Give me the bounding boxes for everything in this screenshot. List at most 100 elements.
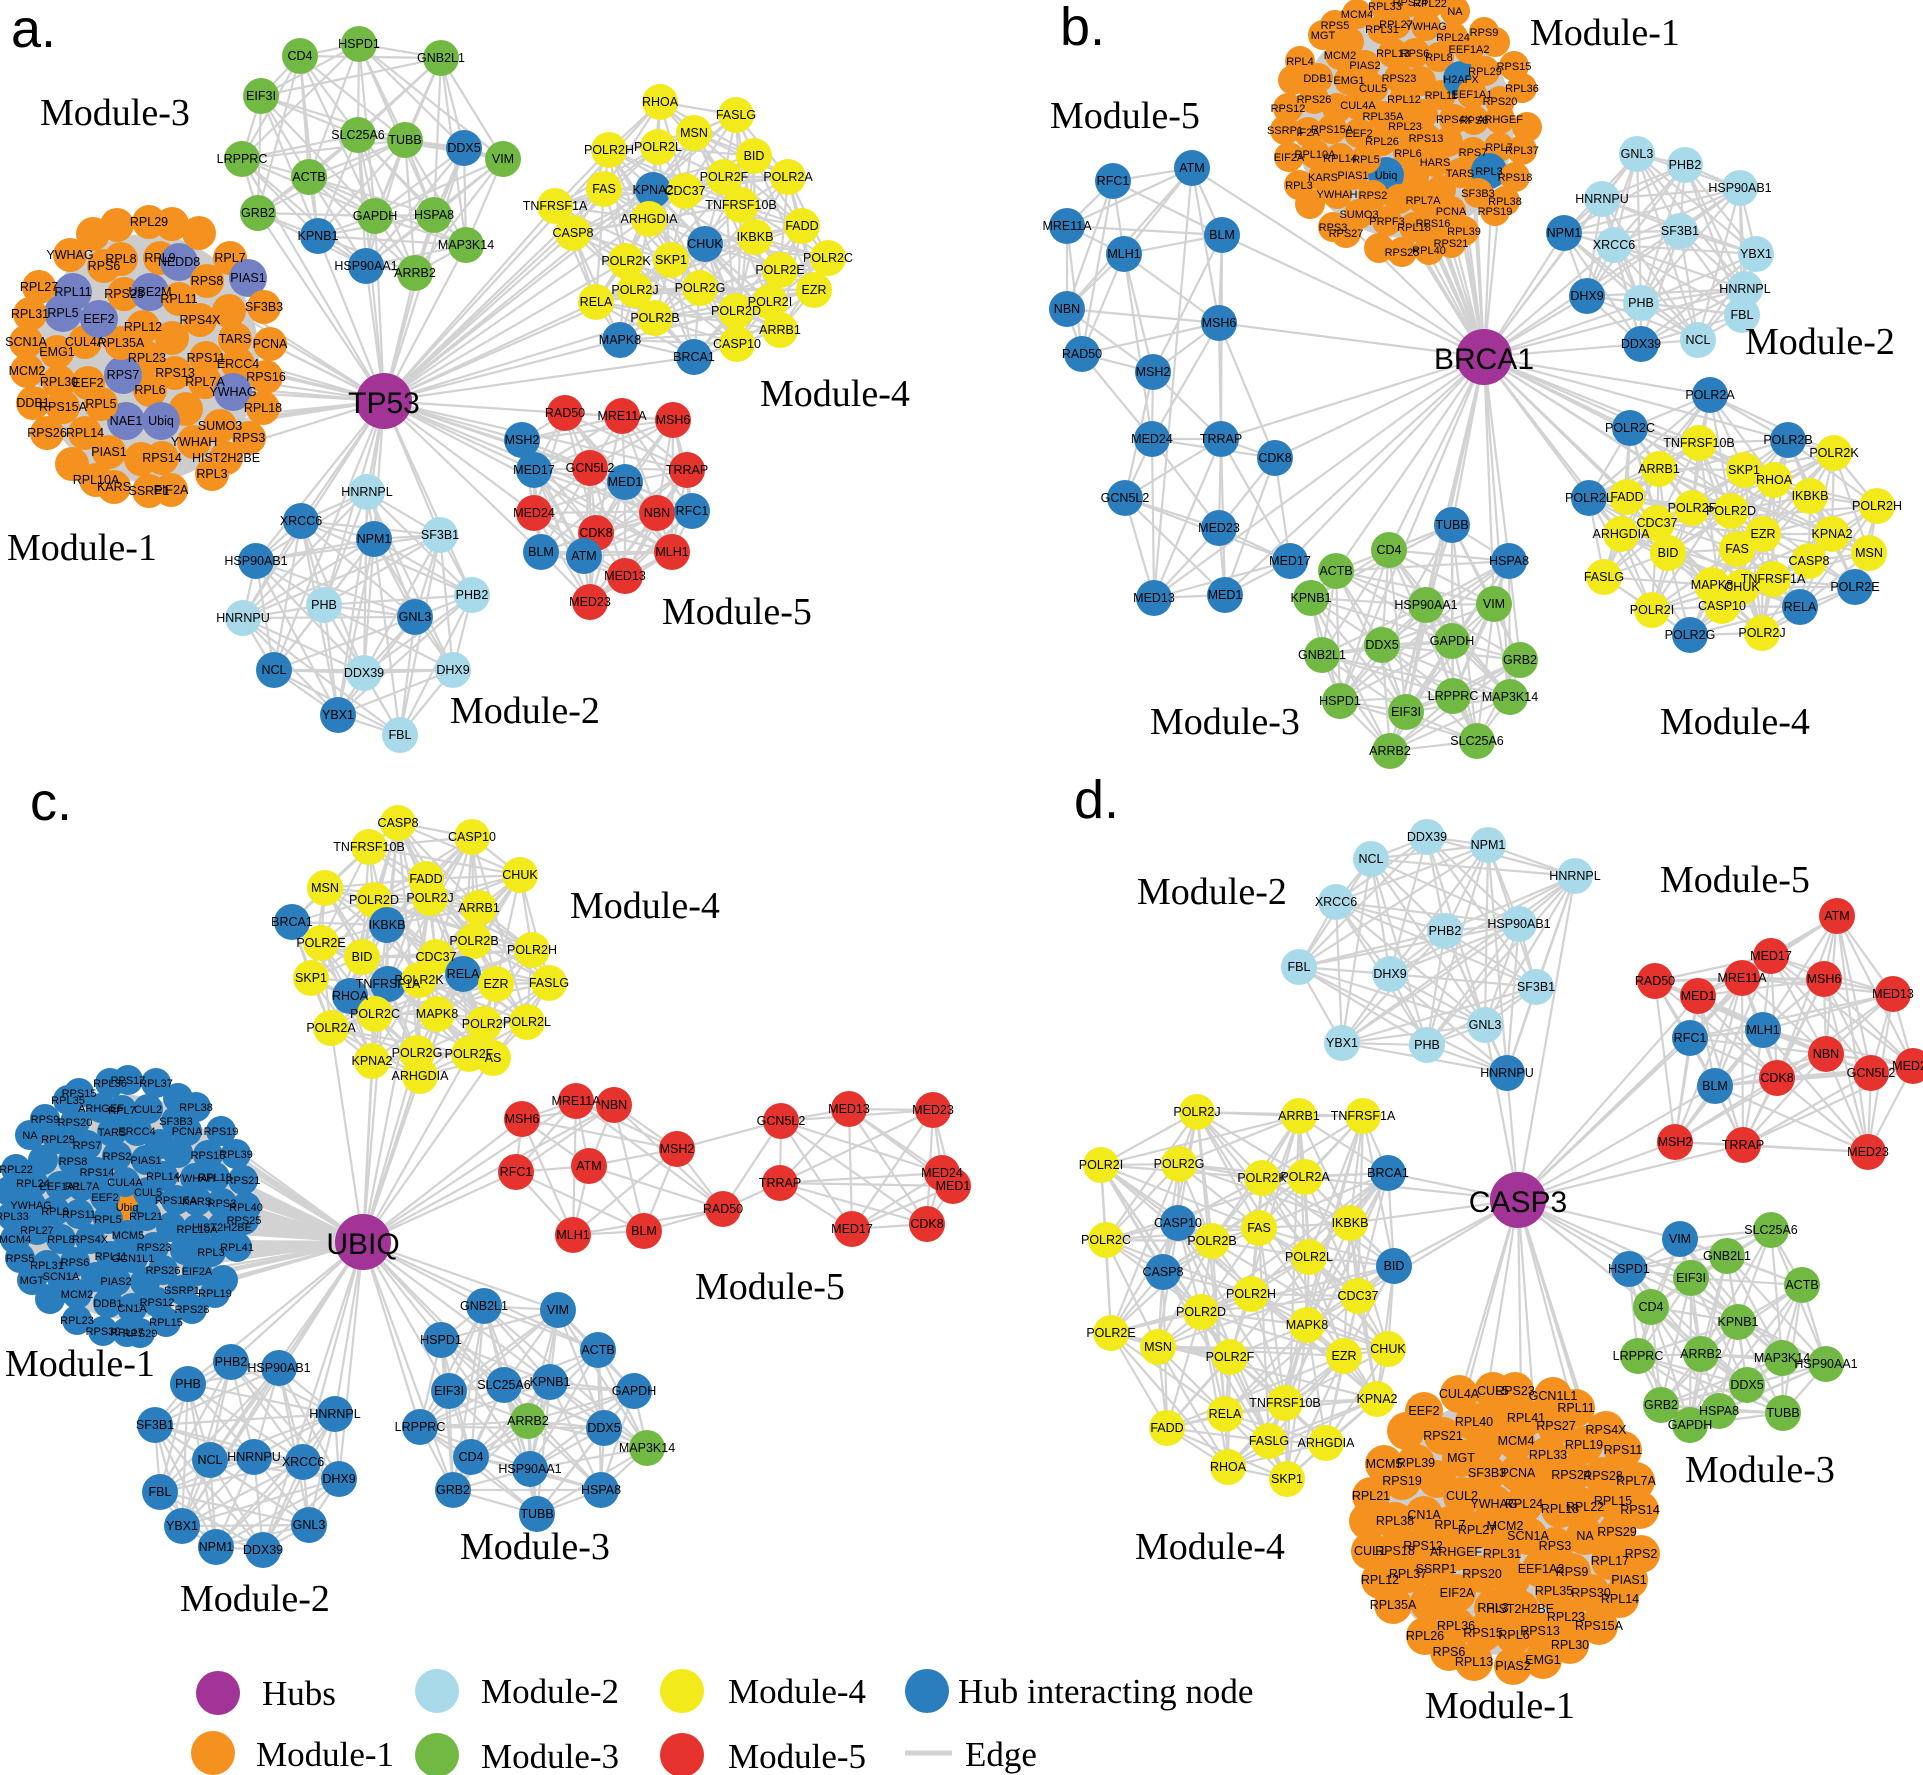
svg-text:YWHAG: YWHAG: [209, 385, 256, 399]
svg-text:CUL2: CUL2: [134, 1104, 162, 1116]
svg-text:HIST2H2BE: HIST2H2BE: [1486, 1602, 1554, 1616]
svg-text:EIF3I: EIF3I: [246, 89, 276, 103]
svg-text:POLR2H: POLR2H: [507, 943, 557, 957]
svg-text:RPS19: RPS19: [1382, 1474, 1422, 1488]
svg-text:CD4: CD4: [287, 49, 312, 63]
svg-text:RPL12: RPL12: [1387, 94, 1421, 106]
svg-text:HSP90AB1: HSP90AB1: [1487, 917, 1550, 931]
svg-text:CHUK: CHUK: [687, 237, 723, 251]
svg-text:RPS4X: RPS4X: [1436, 114, 1473, 126]
svg-text:VIM: VIM: [1669, 1232, 1691, 1246]
svg-text:GNL3: GNL3: [399, 610, 432, 624]
svg-text:DDB1: DDB1: [93, 1298, 122, 1310]
svg-text:NPM1: NPM1: [1547, 226, 1582, 240]
svg-text:MED13: MED13: [604, 569, 646, 583]
svg-text:RPL3: RPL3: [197, 1247, 225, 1259]
svg-text:RPL40: RPL40: [1455, 1415, 1493, 1429]
svg-text:Module-3: Module-3: [1685, 1449, 1835, 1491]
svg-text:RPS30: RPS30: [86, 1326, 121, 1338]
svg-text:RFC1: RFC1: [1674, 1031, 1707, 1045]
svg-text:RPL14: RPL14: [1323, 153, 1357, 165]
svg-text:RPS21: RPS21: [226, 1175, 261, 1187]
svg-text:RPS15A: RPS15A: [39, 400, 88, 414]
svg-text:MRE11A: MRE11A: [1717, 971, 1767, 985]
svg-text:LRPPRC: LRPPRC: [1613, 1349, 1664, 1363]
svg-text:HNRNPL: HNRNPL: [309, 1407, 360, 1421]
svg-text:RPS15A: RPS15A: [1575, 1619, 1624, 1633]
svg-text:SLC25A6: SLC25A6: [1744, 1223, 1798, 1237]
svg-text:Module-2: Module-2: [1745, 321, 1895, 363]
svg-text:RPL11: RPL11: [54, 285, 91, 299]
svg-text:CASP8: CASP8: [378, 816, 419, 830]
svg-text:DDX5: DDX5: [447, 141, 480, 155]
svg-text:RPL5: RPL5: [85, 397, 116, 411]
svg-text:RPS28: RPS28: [175, 1304, 210, 1316]
svg-text:PIAS1: PIAS1: [1611, 1573, 1646, 1587]
svg-text:HSP90AB1: HSP90AB1: [224, 554, 287, 568]
svg-text:Module-1: Module-1: [7, 527, 157, 569]
svg-text:Module-2: Module-2: [180, 1578, 330, 1620]
svg-text:XRCC6: XRCC6: [1315, 895, 1357, 909]
svg-text:YWHAG: YWHAG: [1470, 1497, 1517, 1511]
svg-text:PCNA: PCNA: [253, 337, 288, 351]
svg-text:RFC1: RFC1: [676, 504, 709, 518]
svg-text:MAP3K14: MAP3K14: [619, 1441, 675, 1455]
svg-text:MRE11A: MRE11A: [551, 1094, 601, 1108]
svg-text:MCM5: MCM5: [112, 1230, 144, 1242]
svg-text:GCN1L1: GCN1L1: [112, 1253, 155, 1265]
svg-text:a.: a.: [11, 0, 56, 59]
svg-text:RPS12: RPS12: [1403, 1539, 1443, 1553]
svg-text:RPL18: RPL18: [198, 1172, 232, 1184]
svg-text:DHX9: DHX9: [1570, 289, 1603, 303]
svg-text:CD4: CD4: [1376, 543, 1401, 557]
svg-text:RPS25: RPS25: [1385, 247, 1420, 259]
svg-text:POLR2G: POLR2G: [1665, 628, 1716, 642]
svg-text:RPL15: RPL15: [149, 1317, 183, 1329]
svg-text:DDX5: DDX5: [1365, 638, 1398, 652]
svg-text:TNFRSF10B: TNFRSF10B: [1663, 436, 1735, 450]
svg-text:PHB: PHB: [175, 1377, 201, 1391]
svg-text:TRRAP: TRRAP: [1722, 1138, 1764, 1152]
svg-text:RPL7A: RPL7A: [1616, 1474, 1656, 1488]
svg-text:TNFRSF10B: TNFRSF10B: [333, 840, 405, 854]
svg-text:MED13: MED13: [828, 1102, 870, 1116]
svg-text:CUL1: CUL1: [1354, 1544, 1386, 1558]
svg-text:RPL27: RPL27: [1458, 1523, 1496, 1537]
svg-text:RPS8: RPS8: [59, 1156, 88, 1168]
svg-text:RPS24: RPS24: [1551, 1468, 1591, 1482]
svg-text:RPL11: RPL11: [1425, 90, 1458, 102]
svg-text:MED13: MED13: [1133, 591, 1175, 605]
svg-text:RHOA: RHOA: [1756, 473, 1793, 487]
svg-text:FBL: FBL: [389, 728, 412, 742]
svg-text:GCN1L1: GCN1L1: [1529, 1389, 1578, 1403]
svg-text:KPNA2: KPNA2: [1812, 527, 1853, 541]
svg-text:RPL40: RPL40: [1412, 245, 1446, 257]
svg-text:SF3B3: SF3B3: [1461, 188, 1495, 200]
svg-text:MSH6: MSH6: [505, 1112, 540, 1126]
svg-text:MAP3K14: MAP3K14: [438, 238, 494, 252]
svg-text:RFC1: RFC1: [1097, 174, 1130, 188]
svg-text:H2AFX: H2AFX: [1443, 74, 1479, 86]
svg-text:SLC25A6: SLC25A6: [477, 1378, 531, 1392]
svg-text:RPL30: RPL30: [40, 375, 78, 389]
svg-text:MSN: MSN: [680, 126, 708, 140]
svg-text:Module-2: Module-2: [450, 690, 600, 732]
svg-text:GRB2: GRB2: [241, 206, 275, 220]
svg-text:RPL18: RPL18: [1397, 222, 1431, 234]
svg-text:CUL4A: CUL4A: [1439, 1387, 1480, 1401]
svg-text:RPL22: RPL22: [0, 1164, 33, 1176]
svg-text:MED1: MED1: [936, 1179, 971, 1193]
svg-text:RPS13: RPS13: [155, 366, 195, 380]
svg-text:MCM2: MCM2: [61, 1289, 93, 1301]
svg-text:Module-1: Module-1: [5, 1343, 155, 1385]
svg-text:RPL14: RPL14: [1601, 1592, 1639, 1606]
svg-text:GAPDH: GAPDH: [1668, 1418, 1712, 1432]
svg-text:RPL23: RPL23: [1388, 121, 1422, 133]
svg-text:DDX39: DDX39: [1621, 337, 1661, 351]
svg-text:TNFRSF10B: TNFRSF10B: [1249, 1396, 1321, 1410]
svg-text:POLR2K: POLR2K: [1237, 1171, 1287, 1185]
svg-text:CUL4A: CUL4A: [1340, 100, 1376, 112]
svg-text:HNRNPU: HNRNPU: [216, 611, 269, 625]
svg-text:RPS11: RPS11: [62, 1209, 96, 1221]
svg-text:TARS: TARS: [98, 1127, 127, 1139]
